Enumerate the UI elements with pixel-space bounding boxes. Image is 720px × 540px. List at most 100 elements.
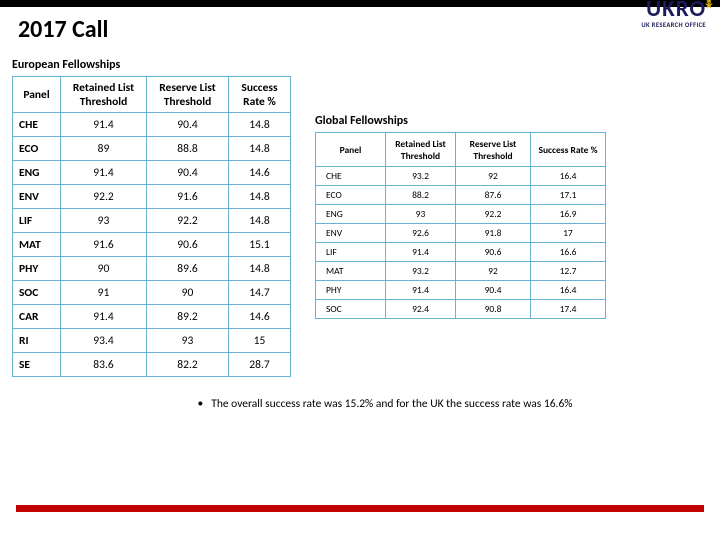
table-cell: MAT [316,262,386,281]
bottom-bar [16,505,704,512]
table-cell: ECO [316,186,386,205]
european-table: PanelRetained List ThresholdReserve List… [12,76,291,377]
table-cell: 91.6 [147,185,229,209]
star-icon: ★★★ [705,0,714,8]
table-cell: 15 [229,329,291,353]
table-cell: 93.2 [386,167,456,186]
table-cell: 92 [456,262,531,281]
table-cell: 89 [61,137,147,161]
table-cell: 82.2 [147,353,229,377]
table-cell: 14.8 [229,209,291,233]
table-cell: 92.6 [386,224,456,243]
table-cell: 15.1 [229,233,291,257]
table-cell: 14.8 [229,185,291,209]
table-cell: 91.4 [61,305,147,329]
table-row: ENV92.291.614.8 [13,185,291,209]
table-cell: PHY [316,281,386,300]
table-row: CHE91.490.414.8 [13,113,291,137]
table-cell: ENV [316,224,386,243]
column-header: Success Rate % [531,133,606,167]
table-cell: 90.8 [456,300,531,319]
table-cell: 14.8 [229,137,291,161]
table-row: ENV92.691.817 [316,224,606,243]
table-cell: 91 [61,281,147,305]
table-cell: 14.6 [229,305,291,329]
table-cell: 89.2 [147,305,229,329]
table-cell: 83.6 [61,353,147,377]
column-header: Retained List Threshold [386,133,456,167]
table-cell: 92.2 [147,209,229,233]
table-cell: 17 [531,224,606,243]
table-cell: 14.8 [229,113,291,137]
table-cell: ECO [13,137,61,161]
table-cell: 92.2 [456,205,531,224]
table-cell: 90.4 [147,113,229,137]
table-row: PHY91.490.416.4 [316,281,606,300]
european-panel: European Fellowships PanelRetained List … [12,58,291,377]
table-cell: 90.6 [147,233,229,257]
table-cell: 90 [61,257,147,281]
table-cell: SOC [13,281,61,305]
table-cell: CAR [13,305,61,329]
table-cell: 16.6 [531,243,606,262]
table-row: ECO88.287.617.1 [316,186,606,205]
table-cell: 87.6 [456,186,531,205]
table-cell: 93 [61,209,147,233]
column-header: Reserve List Threshold [456,133,531,167]
column-header: Reserve List Threshold [147,77,229,113]
column-header: Panel [316,133,386,167]
table-cell: 93.2 [386,262,456,281]
table-cell: 17.1 [531,186,606,205]
table-cell: SOC [316,300,386,319]
table-cell: PHY [13,257,61,281]
top-bar [0,0,720,7]
table-cell: CHE [316,167,386,186]
table-cell: RI [13,329,61,353]
table-cell: CHE [13,113,61,137]
table-cell: 16.4 [531,281,606,300]
table-cell: SE [13,353,61,377]
logo-text: UKRO ★★★ [646,0,706,23]
table-row: CHE93.29216.4 [316,167,606,186]
table-cell: 14.7 [229,281,291,305]
global-panel: Global Fellowships PanelRetained List Th… [315,114,606,319]
table-cell: 90.4 [456,281,531,300]
global-title: Global Fellowships [315,114,606,128]
footnote: The overall success rate was 15.2% and f… [0,397,720,411]
table-row: PHY9089.614.8 [13,257,291,281]
european-title: European Fellowships [12,58,291,72]
table-cell: 88.8 [147,137,229,161]
table-cell: 91.4 [61,113,147,137]
table-cell: 91.8 [456,224,531,243]
table-cell: 88.2 [386,186,456,205]
page-title: 2017 Call [18,15,108,44]
table-cell: 93 [386,205,456,224]
table-row: ECO8988.814.8 [13,137,291,161]
header: 2017 Call UKRO ★★★ UK RESEARCH OFFICE [0,7,720,44]
table-cell: 91.4 [386,281,456,300]
table-row: LIF91.490.616.6 [316,243,606,262]
table-cell: 90.4 [147,161,229,185]
table-row: ENG9392.216.9 [316,205,606,224]
table-row: RI93.49315 [13,329,291,353]
table-cell: 90.6 [456,243,531,262]
table-cell: LIF [13,209,61,233]
logo: UKRO ★★★ UK RESEARCH OFFICE [641,0,706,29]
table-cell: 91.4 [386,243,456,262]
table-cell: 92 [456,167,531,186]
table-row: CAR91.489.214.6 [13,305,291,329]
table-row: SE83.682.228.7 [13,353,291,377]
table-cell: 16.4 [531,167,606,186]
global-table: PanelRetained List ThresholdReserve List… [315,132,606,319]
table-cell: 91.6 [61,233,147,257]
table-cell: ENV [13,185,61,209]
table-cell: 92.4 [386,300,456,319]
table-row: ENG91.490.414.6 [13,161,291,185]
table-cell: 17.4 [531,300,606,319]
table-cell: 93 [147,329,229,353]
table-cell: 16.9 [531,205,606,224]
table-cell: 93.4 [61,329,147,353]
table-cell: 14.6 [229,161,291,185]
table-cell: 91.4 [61,161,147,185]
table-cell: MAT [13,233,61,257]
